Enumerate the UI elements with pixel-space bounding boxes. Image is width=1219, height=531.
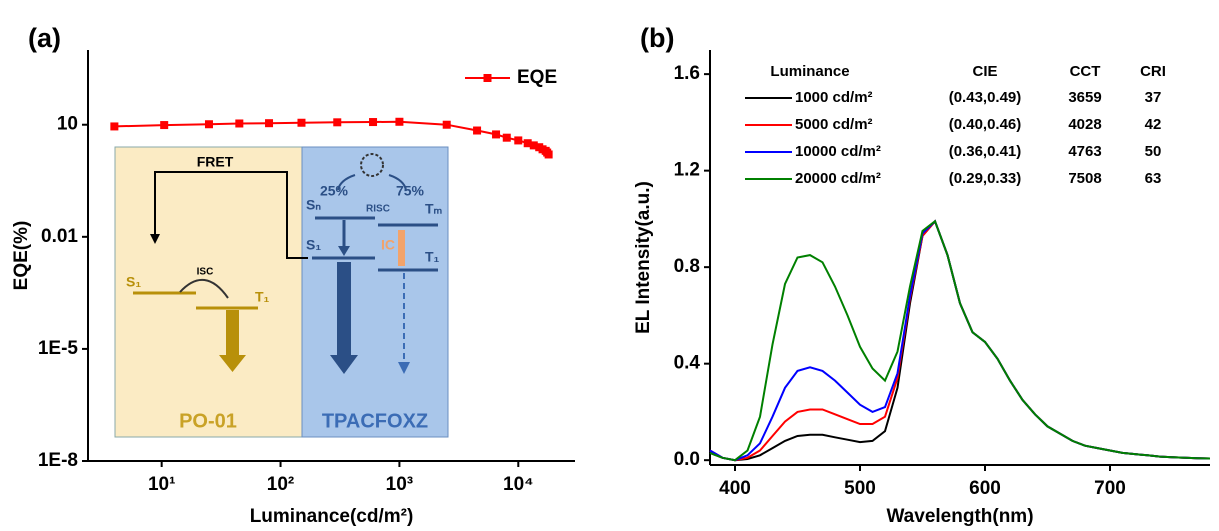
host-label: TPACFOXZ [322,410,428,432]
table-cell: 4028 [1068,116,1101,133]
y-axis-title: EQE(%) [11,221,32,291]
donor-label: PO-01 [179,410,237,432]
panel-label: (a) [28,23,61,53]
donor-emission-head [219,355,246,372]
triplet-arrow [388,174,407,191]
data-point [514,136,523,145]
table-cell: 63 [1145,170,1162,187]
x-tick-label: 10¹ [148,474,175,495]
legend-marker [483,74,492,82]
host-t1-label: T₁ [425,249,440,265]
panel-label: (b) [640,23,674,53]
x-tick-label: 10² [267,474,294,495]
data-point [265,119,274,128]
table-cell: 42 [1145,116,1162,133]
series-line [709,219,1211,462]
data-point [160,121,169,130]
y-tick-label: 0.0 [674,449,700,470]
fret-arrowhead [150,234,160,244]
data-point [544,150,553,159]
series-line [709,219,1211,462]
x-tick-label: 600 [969,478,1001,499]
data-point [110,122,119,131]
x-axis-title: Luminance(cd/m²) [250,506,414,527]
triplet-share: 75% [396,183,425,199]
data-point [473,126,482,135]
singlet-share: 25% [320,183,349,199]
table-cell: (0.43,0.49) [949,89,1022,106]
data-point [235,119,244,128]
x-tick-label: 500 [844,478,876,499]
legend-label: 20000 cd/m² [795,170,881,187]
legend-label: 1000 cd/m² [795,89,873,106]
legend-label: 10000 cd/m² [795,143,881,160]
legend-label: 5000 cd/m² [795,116,873,133]
ic-bar [398,230,405,266]
y-tick-label: 0.01 [41,226,78,247]
series-line [709,219,1211,462]
table-cell: (0.36,0.41) [949,143,1022,160]
data-point [395,117,404,126]
data-point [369,118,378,127]
ic-arrowhead [338,246,350,256]
table-cell: 4763 [1068,143,1101,160]
y-tick-label: 10 [57,114,78,135]
host-sn-label: Sₙ [306,197,321,213]
isc-arrow [179,278,229,299]
host-s1-label: S₁ [306,237,321,253]
y-tick-label: 1.2 [674,160,700,181]
table-cell: (0.40,0.46) [949,116,1022,133]
table-header: CRI [1140,63,1166,80]
data-point [204,120,213,129]
plot: 0.0 0.4 0.8 1.2 1.6 400 500 600 700 Wavelength(nm… [633,23,1211,527]
y-tick-label: 1.6 [674,63,700,84]
host-box [301,146,449,438]
phosphor-dashed-head [398,362,410,374]
y-tick-label: 1E-5 [38,338,79,359]
x-tick-label: 10³ [386,474,413,495]
host-tm-label: Tₘ [425,201,443,217]
risc-label: RISC [366,204,390,215]
legend-label: EQE [517,67,557,88]
exciton-icon [360,153,384,177]
data-point [297,118,306,127]
y-tick-label: 1E-8 [38,450,78,471]
data-point [442,120,451,129]
plot: 1E-8 1E-5 0.01 10 10¹ 10² 10³ 10⁴ Luminance(cd/m… [11,23,575,527]
isc-label: ISC [197,267,214,278]
data-point [529,141,538,150]
x-axis-title: Wavelength(nm) [886,506,1033,527]
table-cell: 50 [1145,143,1162,160]
y-tick-label: 0.4 [674,353,701,374]
table-cell: 37 [1145,89,1162,106]
fret-label: FRET [197,154,234,170]
host-emission-head [330,355,358,374]
y-axis-title: EL Intensity(a.u.) [633,181,654,334]
x-tick-label: 400 [719,478,751,499]
data-point [523,139,532,148]
table-header: Luminance [770,63,849,80]
host-emission-arrow [337,262,351,355]
x-tick-label: 10⁴ [503,474,534,495]
table-cell: 3659 [1068,89,1101,106]
table-cell: (0.29,0.33) [949,170,1022,187]
data-point [502,133,511,142]
table-header: CCT [1070,63,1101,80]
series-line [709,219,1211,462]
inset-diagram: FRET ISC RISC IC 25% 75% S₁ T₁ Sₙ Tₘ S₁ … [114,146,449,438]
donor-emission-arrow [226,310,239,355]
data-point [333,118,342,127]
y-tick-label: 0.8 [674,256,700,277]
table-cell: 7508 [1068,170,1101,187]
donor-s1-label: S₁ [126,274,141,290]
table-header: CIE [972,63,997,80]
singlet-arrow [337,174,356,191]
donor-t1-label: T₁ [255,289,270,305]
data-point [492,130,501,139]
fret-path [154,171,308,259]
ic-label: IC [381,237,395,253]
x-tick-label: 700 [1094,478,1126,499]
